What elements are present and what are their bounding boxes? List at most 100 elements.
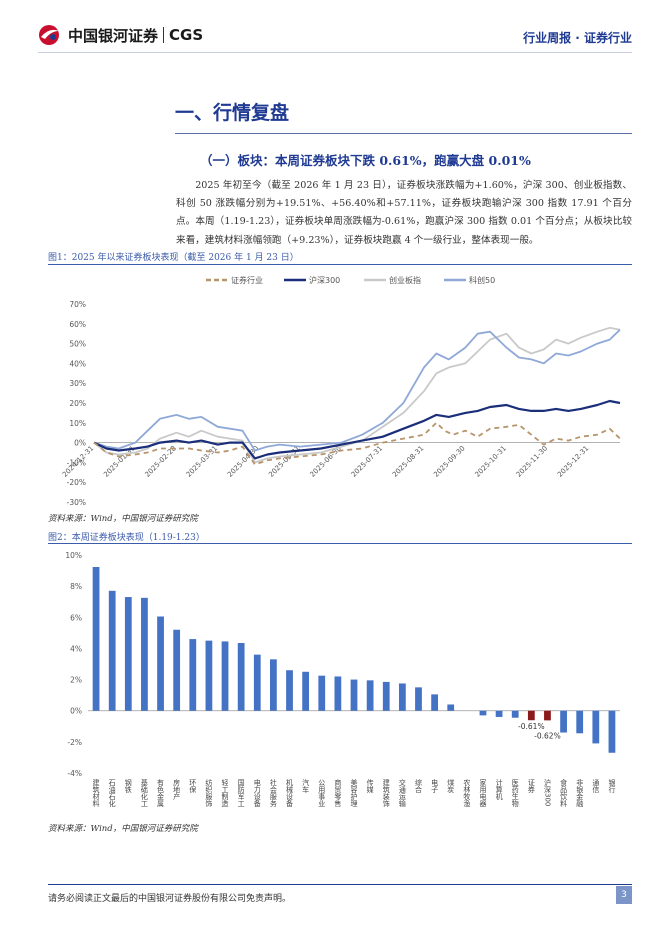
bar-建筑装饰 (382, 681, 390, 711)
bar-环保 (189, 639, 197, 711)
y-tick-label: 10% (65, 551, 82, 560)
bar-证券 (527, 710, 535, 721)
legend-label-3: 科创50 (469, 275, 495, 285)
bar-石油石化 (108, 590, 116, 711)
x-category-label: 煤炭 (447, 778, 455, 794)
bar-房地产 (173, 629, 181, 711)
galaxy-logo-icon (39, 25, 59, 45)
bar-计算机 (495, 710, 503, 717)
bar-汽车 (302, 671, 310, 711)
x-category-label: 沪深300 (543, 778, 551, 806)
figure1-source: 资料来源：Wind，中国银河证券研究院 (48, 514, 198, 524)
y-tick-label: 40% (69, 359, 86, 368)
logo-divider (163, 27, 165, 43)
y-tick-label: 2% (70, 676, 82, 685)
y-tick-label: -10% (67, 458, 86, 467)
x-tick-label: 2025-12-31 (556, 444, 590, 478)
x-tick-label: 2025-11-30 (515, 444, 549, 478)
x-tick-label: 2025-02-28 (143, 444, 177, 478)
x-category-label: 社会服务 (269, 778, 277, 808)
y-tick-label: 30% (69, 379, 86, 388)
bar-通信 (592, 710, 600, 744)
bar-建筑材料 (92, 566, 100, 711)
bar-国防军工 (237, 642, 245, 711)
x-category-label: 房地产 (173, 778, 181, 801)
section-divider (175, 133, 632, 134)
x-category-label: 建筑材料 (92, 778, 100, 808)
bar-公用事业 (318, 675, 326, 711)
y-tick-label: 6% (70, 613, 82, 622)
bar-钢铁 (124, 597, 132, 711)
y-tick-label: -30% (67, 498, 86, 507)
x-category-label: 机械设备 (286, 778, 294, 808)
bar-非银金融 (576, 710, 584, 734)
bar-银行 (608, 710, 616, 753)
y-tick-label: 10% (69, 419, 86, 428)
y-tick-label: 70% (69, 300, 86, 309)
company-name-en: CGS (169, 26, 204, 44)
bar-交通运输 (398, 683, 406, 711)
y-tick-label: -2% (67, 738, 82, 747)
bar-沪深300 (544, 710, 551, 721)
y-tick-label: 20% (69, 399, 86, 408)
x-category-label: 环保 (189, 779, 197, 794)
x-category-label: 计算机 (495, 778, 503, 801)
bar-食品饮料 (560, 710, 567, 733)
company-logo: 中国银河证券 CGS (38, 24, 203, 46)
x-tick-label: 2025-07-31 (350, 444, 384, 478)
x-tick-label: 2025-05-31 (267, 444, 301, 478)
bar-传媒 (366, 680, 374, 711)
x-category-label: 农林牧渔 (463, 778, 471, 808)
figure1-line-chart: 证券行业 沪深300 创业板指 科创50 70% 60% 50% 40% 30% 20% 10% 0%… (61, 275, 621, 507)
x-category-label: 电子 (431, 778, 439, 793)
x-category-label: 综合 (414, 778, 422, 794)
x-category-label: 医药生物 (511, 779, 519, 808)
legend-label-1: 沪深300 (309, 275, 340, 285)
x-category-label: 非银金融 (576, 778, 584, 808)
x-category-label: 建筑装饰 (382, 778, 390, 808)
figure2-title: 图2：本周证券板块表现（1.19-1.23） (48, 533, 205, 543)
y-tick-label: 8% (70, 582, 82, 591)
y-tick-label: -4% (67, 769, 82, 778)
figure1-title-divider (48, 264, 632, 265)
figure2-title-divider (48, 543, 632, 544)
page-number: 3 (616, 886, 632, 904)
x-category-label: 证券 (527, 779, 535, 794)
data-label-证券: -0.61% (518, 722, 545, 731)
bar-医药生物 (511, 710, 519, 718)
x-category-label: 汽车 (302, 778, 310, 794)
y-tick-label: 0% (70, 707, 82, 716)
x-category-label: 食品饮料 (560, 778, 568, 808)
x-category-label: 家用电器 (479, 778, 487, 808)
figure1-title: 图1：2025 年以来证券板块表现（截至 2026 年 1 月 23 日） (48, 253, 299, 263)
x-category-label: 轻工制造 (221, 778, 229, 808)
section-title: 一、行情复盘 (175, 102, 290, 124)
x-category-label: 钢铁 (124, 778, 132, 794)
series-line-3 (93, 329, 621, 452)
bar-电子 (431, 694, 438, 711)
x-category-label: 美容护理 (350, 778, 358, 807)
legend-label-2: 创业板指 (389, 275, 421, 285)
figure2-bar-chart: 10% 8% 6% 4% 2% 0% -2% -4% 建筑材料 石油石化 钢铁 基础化工 有色金属 房地产… (65, 551, 620, 808)
x-category-label: 电力设备 (253, 778, 261, 808)
x-tick-label: 2025-09-30 (432, 444, 466, 478)
bar-美容护理 (350, 679, 358, 711)
series-line-1 (93, 399, 621, 460)
x-category-label: 通信 (592, 778, 600, 794)
x-category-label: 有色金属 (157, 778, 165, 808)
bar-纺织服饰 (205, 640, 213, 711)
y-tick-label: 4% (70, 644, 82, 653)
y-tick-label: 0% (74, 439, 86, 448)
company-name-cn: 中国银河证券 (68, 26, 159, 45)
x-category-label: 商贸零售 (334, 778, 342, 808)
y-tick-label: 50% (69, 340, 86, 349)
footer-divider (48, 884, 632, 885)
x-category-label: 纺织服饰 (205, 778, 213, 808)
bar-有色金属 (157, 616, 164, 711)
figure2-source: 资料来源：Wind，中国银河证券研究院 (48, 824, 198, 834)
x-category-label: 石油石化 (108, 779, 116, 808)
summary-paragraph: 2025 年初至今（截至 2026 年 1 月 23 日），证券板块涨跌幅为+1… (176, 180, 632, 246)
bar-电力设备 (253, 654, 261, 711)
legend-label-0: 证券行业 (231, 275, 263, 285)
bar-综合 (415, 687, 422, 711)
